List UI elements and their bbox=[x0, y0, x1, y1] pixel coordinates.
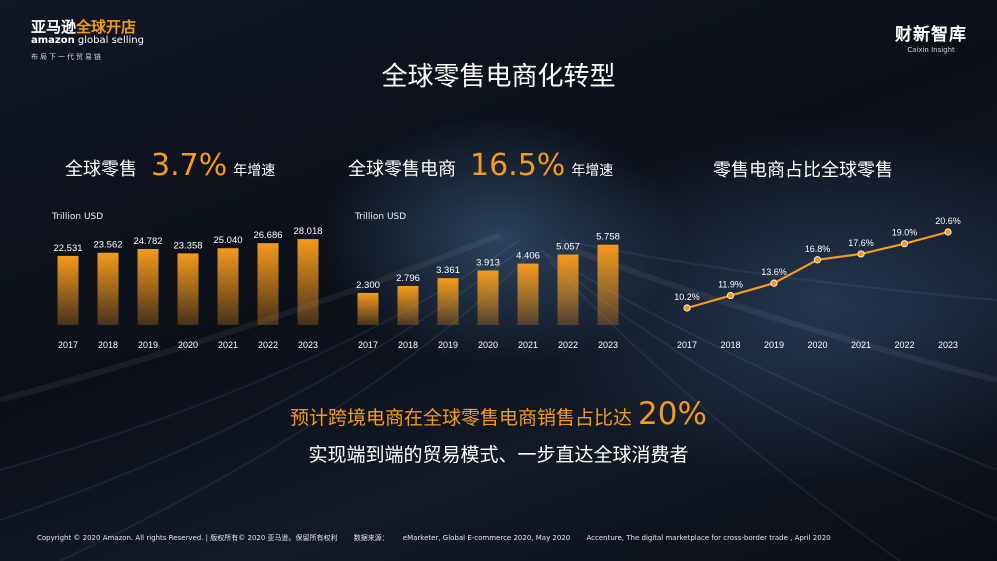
data-label-2022: 26.686 bbox=[253, 230, 282, 241]
data-label-2021: 4.406 bbox=[516, 251, 540, 262]
caixin-logo-en: Caixin Insight bbox=[907, 46, 955, 54]
amazon-global-selling-logo: 亚马逊全球开店 bbox=[31, 16, 136, 37]
x-tick-2022: 2022 bbox=[558, 340, 578, 350]
x-tick-2017: 2017 bbox=[358, 340, 378, 350]
data-label-2022: 5.057 bbox=[556, 242, 580, 253]
bar-2019 bbox=[437, 278, 459, 325]
global-retail-bar-chart: 22.531 2017 23.562 2018 24.782 2019 23.358 2020… bbox=[53, 226, 322, 350]
x-tick-2022: 2022 bbox=[894, 340, 914, 350]
point-2019 bbox=[770, 279, 778, 287]
logo-cn-orange-text: 全球开店 bbox=[76, 18, 137, 36]
cross-border-share-statement: 预计跨境电商在全球零售电商销售占比达 20% bbox=[0, 396, 997, 432]
bar-2022 bbox=[557, 254, 579, 325]
copyright-text: Copyright © 2020 Amazon. All rights Rese… bbox=[37, 534, 338, 542]
data-label-2018: 23.562 bbox=[93, 240, 122, 251]
x-tick-2021: 2021 bbox=[851, 340, 871, 350]
point-2021 bbox=[857, 250, 865, 258]
data-label-2020: 3.913 bbox=[476, 257, 500, 268]
x-tick-2019: 2019 bbox=[764, 340, 784, 350]
x-tick-2017: 2017 bbox=[58, 340, 78, 350]
point-2020 bbox=[813, 256, 822, 264]
x-tick-2020: 2020 bbox=[178, 340, 198, 350]
bar-2018 bbox=[397, 286, 419, 325]
x-tick-2022: 2022 bbox=[258, 340, 278, 350]
data-label-2023: 20.6% bbox=[935, 216, 961, 226]
data-source-2: Accenture, The digital marketplace for c… bbox=[586, 534, 831, 542]
end-to-end-statement: 实现端到端的贸易模式、一步直达全球消费者 bbox=[308, 444, 689, 466]
bar-2017 bbox=[357, 292, 379, 325]
page-title: 全球零售电商化转型 bbox=[381, 62, 616, 92]
logo-en-global-selling: global selling bbox=[77, 35, 144, 46]
cross-border-share-value: 20% bbox=[638, 396, 707, 432]
data-label-2023: 5.758 bbox=[596, 232, 620, 243]
growth-rate: 16.5% bbox=[470, 148, 566, 183]
chart1-unit-label: Trillion USD bbox=[52, 212, 104, 222]
data-label-2019: 3.361 bbox=[436, 265, 460, 276]
point-2022 bbox=[900, 240, 909, 248]
x-tick-2019: 2019 bbox=[138, 340, 158, 350]
data-label-2018: 11.9% bbox=[718, 280, 743, 290]
data-label-2020: 16.8% bbox=[805, 244, 831, 254]
point-2023 bbox=[944, 228, 952, 236]
bar-2023 bbox=[597, 244, 619, 325]
x-tick-2018: 2018 bbox=[98, 340, 118, 350]
footer: Copyright © 2020 Amazon. All rights Rese… bbox=[37, 533, 845, 543]
logo-en-amazon: amazon bbox=[31, 35, 75, 46]
growth-rate-suffix: 年增速 bbox=[571, 163, 614, 179]
caixin-logo-cn: 财新智库 bbox=[895, 25, 967, 45]
x-tick-2023: 2023 bbox=[298, 340, 318, 350]
bar-2020 bbox=[477, 270, 499, 325]
x-tick-2017: 2017 bbox=[677, 340, 697, 350]
bar-2018 bbox=[97, 252, 119, 325]
data-label-2020: 23.358 bbox=[173, 240, 202, 251]
x-tick-2020: 2020 bbox=[807, 340, 827, 350]
point-2018 bbox=[726, 291, 735, 300]
bar-2022 bbox=[257, 243, 279, 325]
section-heading-global-retail: 全球零售 3.7% 年增速 bbox=[65, 148, 275, 183]
bar-2020 bbox=[177, 253, 199, 325]
ecommerce-share-line-chart: 10.2% 2017 11.9% 2018 13.6% 2019 16.8% 2020 17.6… bbox=[674, 216, 961, 350]
growth-rate: 3.7% bbox=[151, 148, 228, 183]
data-label-2017: 22.531 bbox=[53, 243, 82, 254]
logo-cn-white-text: 亚马逊 bbox=[31, 18, 77, 36]
x-tick-2018: 2018 bbox=[398, 340, 418, 350]
data-label-2022: 19.0% bbox=[892, 228, 918, 238]
bar-2017 bbox=[57, 255, 79, 325]
growth-rate-suffix: 年增速 bbox=[233, 163, 276, 179]
data-label-2019: 24.782 bbox=[133, 236, 162, 247]
caixin-insight-logo: 财新智库 Caixin Insight bbox=[895, 20, 967, 54]
section-heading-global-ecommerce: 全球零售电商 16.5% 年增速 bbox=[348, 148, 613, 183]
cross-border-share-text: 预计跨境电商在全球零售电商销售占比达 bbox=[290, 407, 633, 429]
x-tick-2021: 2021 bbox=[518, 340, 538, 350]
logo-en-text: amazon global selling bbox=[31, 35, 144, 46]
section-label: 全球零售 bbox=[65, 159, 137, 180]
section-label: 全球零售电商 bbox=[348, 159, 456, 180]
bar-2021 bbox=[517, 263, 539, 325]
data-label-2017: 2.300 bbox=[356, 280, 380, 291]
x-tick-2023: 2023 bbox=[938, 340, 958, 350]
data-source-label: 数据来源： bbox=[353, 534, 389, 542]
section-heading-ecommerce-share: 零售电商占比全球零售 bbox=[713, 156, 893, 182]
x-tick-2019: 2019 bbox=[438, 340, 458, 350]
data-source-1: eMarketer, Global E-commerce 2020, May 2… bbox=[402, 534, 571, 542]
data-label-2019: 13.6% bbox=[761, 267, 787, 277]
chart2-unit-label: Trillion USD bbox=[355, 212, 407, 222]
bar-2021 bbox=[217, 248, 239, 325]
data-label-2021: 17.6% bbox=[848, 238, 874, 248]
x-tick-2021: 2021 bbox=[218, 340, 238, 350]
point-2017 bbox=[683, 304, 691, 312]
data-label-2021: 25.040 bbox=[213, 235, 242, 246]
data-label-2017: 10.2% bbox=[674, 292, 700, 302]
logo-tagline: 布局下一代贸易链 bbox=[31, 53, 103, 61]
bar-2023 bbox=[297, 239, 319, 325]
x-tick-2020: 2020 bbox=[478, 340, 498, 350]
x-tick-2018: 2018 bbox=[720, 340, 740, 350]
data-label-2023: 28.018 bbox=[293, 226, 322, 237]
section-label: 零售电商占比全球零售 bbox=[713, 160, 893, 181]
bar-2019 bbox=[137, 249, 159, 325]
global-ecommerce-bar-chart: 2.300 2017 2.796 2018 3.361 2019 3.913 2020 4.40… bbox=[356, 232, 620, 350]
data-label-2018: 2.796 bbox=[396, 273, 420, 284]
x-tick-2023: 2023 bbox=[598, 340, 618, 350]
